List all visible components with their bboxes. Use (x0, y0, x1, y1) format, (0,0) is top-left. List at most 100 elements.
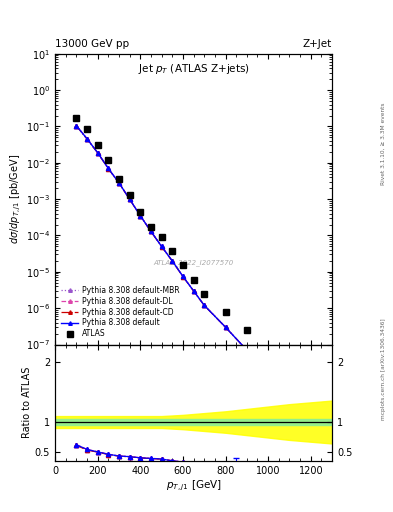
Pythia 8.308 default (276, 378, 281, 384)
Text: Jet $p_T$ (ATLAS Z+jets): Jet $p_T$ (ATLAS Z+jets) (138, 62, 250, 76)
Pythia 8.308 default-CD (138, 212, 143, 219)
Text: ATLAS_2022_I2077570: ATLAS_2022_I2077570 (153, 260, 234, 266)
Pythia 8.308 default-MBR (191, 288, 196, 294)
Line: Pythia 8.308 default-DL: Pythia 8.308 default-DL (74, 123, 313, 413)
ATLAS (138, 209, 143, 215)
Pythia 8.308 default-CD (117, 180, 121, 186)
Pythia 8.308 default-DL (149, 228, 153, 234)
ATLAS (84, 126, 89, 132)
Pythia 8.308 default (106, 165, 111, 172)
Pythia 8.308 default (74, 122, 79, 129)
Pythia 8.308 default (202, 302, 207, 308)
Pythia 8.308 default (309, 408, 313, 414)
Pythia 8.308 default-CD (127, 196, 132, 202)
Line: Pythia 8.308 default: Pythia 8.308 default (74, 123, 313, 413)
Pythia 8.308 default-DL (244, 347, 249, 353)
ATLAS (74, 115, 79, 121)
Pythia 8.308 default-MBR (74, 123, 79, 129)
Pythia 8.308 default (84, 136, 89, 142)
Pythia 8.308 default-DL (117, 180, 121, 186)
ATLAS (127, 192, 132, 198)
Text: Rivet 3.1.10, ≥ 3.3M events: Rivet 3.1.10, ≥ 3.3M events (381, 102, 386, 185)
Pythia 8.308 default-DL (127, 196, 132, 202)
Pythia 8.308 default (180, 273, 185, 280)
Pythia 8.308 default-CD (180, 273, 185, 280)
Pythia 8.308 default (127, 196, 132, 202)
Pythia 8.308 default-MBR (244, 347, 249, 353)
Pythia 8.308 default-MBR (223, 324, 228, 330)
Line: ATLAS: ATLAS (73, 115, 314, 390)
Pythia 8.308 default (159, 243, 164, 249)
Pythia 8.308 default-CD (95, 150, 100, 156)
Pythia 8.308 default-DL (74, 122, 79, 129)
ATLAS (276, 356, 281, 362)
Pythia 8.308 default-MBR (170, 258, 174, 264)
X-axis label: $p_{T,j1}$ [GeV]: $p_{T,j1}$ [GeV] (165, 478, 222, 493)
Pythia 8.308 default-CD (84, 136, 89, 142)
Pythia 8.308 default-CD (202, 303, 207, 309)
Y-axis label: Ratio to ATLAS: Ratio to ATLAS (22, 367, 32, 438)
Pythia 8.308 default-CD (223, 324, 228, 330)
ATLAS (223, 309, 228, 315)
Pythia 8.308 default-MBR (276, 378, 281, 384)
Pythia 8.308 default-MBR (159, 243, 164, 249)
Pythia 8.308 default-MBR (127, 196, 132, 202)
Y-axis label: $d\sigma/dp_{T,j1}$ [pb/GeV]: $d\sigma/dp_{T,j1}$ [pb/GeV] (9, 154, 23, 244)
Pythia 8.308 default-DL (276, 378, 281, 384)
Pythia 8.308 default-DL (159, 243, 164, 249)
Pythia 8.308 default-MBR (149, 228, 153, 234)
Pythia 8.308 default-MBR (95, 150, 100, 156)
Pythia 8.308 default-DL (309, 408, 313, 414)
Pythia 8.308 default-MBR (202, 302, 207, 308)
Line: Pythia 8.308 default-CD: Pythia 8.308 default-CD (74, 124, 313, 413)
Pythia 8.308 default-CD (191, 288, 196, 294)
Text: mcplots.cern.ch [arXiv:1306.3436]: mcplots.cern.ch [arXiv:1306.3436] (381, 318, 386, 419)
Pythia 8.308 default-CD (159, 244, 164, 250)
Pythia 8.308 default-CD (149, 228, 153, 234)
ATLAS (180, 262, 185, 268)
Text: Z+Jet: Z+Jet (303, 38, 332, 49)
Pythia 8.308 default-DL (138, 212, 143, 219)
Pythia 8.308 default (223, 324, 228, 330)
Pythia 8.308 default (191, 288, 196, 294)
Line: Pythia 8.308 default-MBR: Pythia 8.308 default-MBR (74, 123, 313, 413)
Pythia 8.308 default-DL (202, 302, 207, 308)
Pythia 8.308 default (138, 212, 143, 219)
Pythia 8.308 default-CD (106, 165, 111, 172)
Pythia 8.308 default (170, 258, 174, 264)
ATLAS (106, 157, 111, 163)
Legend: Pythia 8.308 default-MBR, Pythia 8.308 default-DL, Pythia 8.308 default-CD, Pyth: Pythia 8.308 default-MBR, Pythia 8.308 d… (59, 284, 182, 340)
ATLAS (202, 291, 207, 297)
Pythia 8.308 default-MBR (180, 273, 185, 280)
Pythia 8.308 default-CD (170, 258, 174, 264)
Pythia 8.308 default (117, 180, 121, 186)
ATLAS (191, 277, 196, 283)
Pythia 8.308 default-DL (180, 273, 185, 280)
Pythia 8.308 default-DL (84, 136, 89, 142)
ATLAS (309, 383, 313, 390)
Pythia 8.308 default-CD (244, 347, 249, 353)
Pythia 8.308 default-MBR (106, 165, 111, 172)
Pythia 8.308 default-CD (309, 408, 313, 414)
Pythia 8.308 default-DL (95, 150, 100, 156)
Pythia 8.308 default-DL (223, 324, 228, 330)
ATLAS (159, 234, 164, 240)
ATLAS (149, 224, 153, 230)
Pythia 8.308 default (244, 347, 249, 353)
Pythia 8.308 default-DL (191, 288, 196, 294)
Pythia 8.308 default-MBR (309, 408, 313, 414)
Pythia 8.308 default-CD (276, 378, 281, 384)
Pythia 8.308 default-DL (106, 165, 111, 172)
Text: 13000 GeV pp: 13000 GeV pp (55, 38, 129, 49)
ATLAS (244, 327, 249, 333)
Pythia 8.308 default-MBR (138, 212, 143, 219)
Pythia 8.308 default-DL (170, 258, 174, 264)
ATLAS (95, 142, 100, 148)
Pythia 8.308 default (95, 150, 100, 156)
ATLAS (117, 176, 121, 182)
Pythia 8.308 default-MBR (84, 136, 89, 142)
Pythia 8.308 default (149, 228, 153, 234)
ATLAS (170, 248, 174, 254)
Pythia 8.308 default-CD (74, 123, 79, 129)
Pythia 8.308 default-MBR (117, 180, 121, 186)
